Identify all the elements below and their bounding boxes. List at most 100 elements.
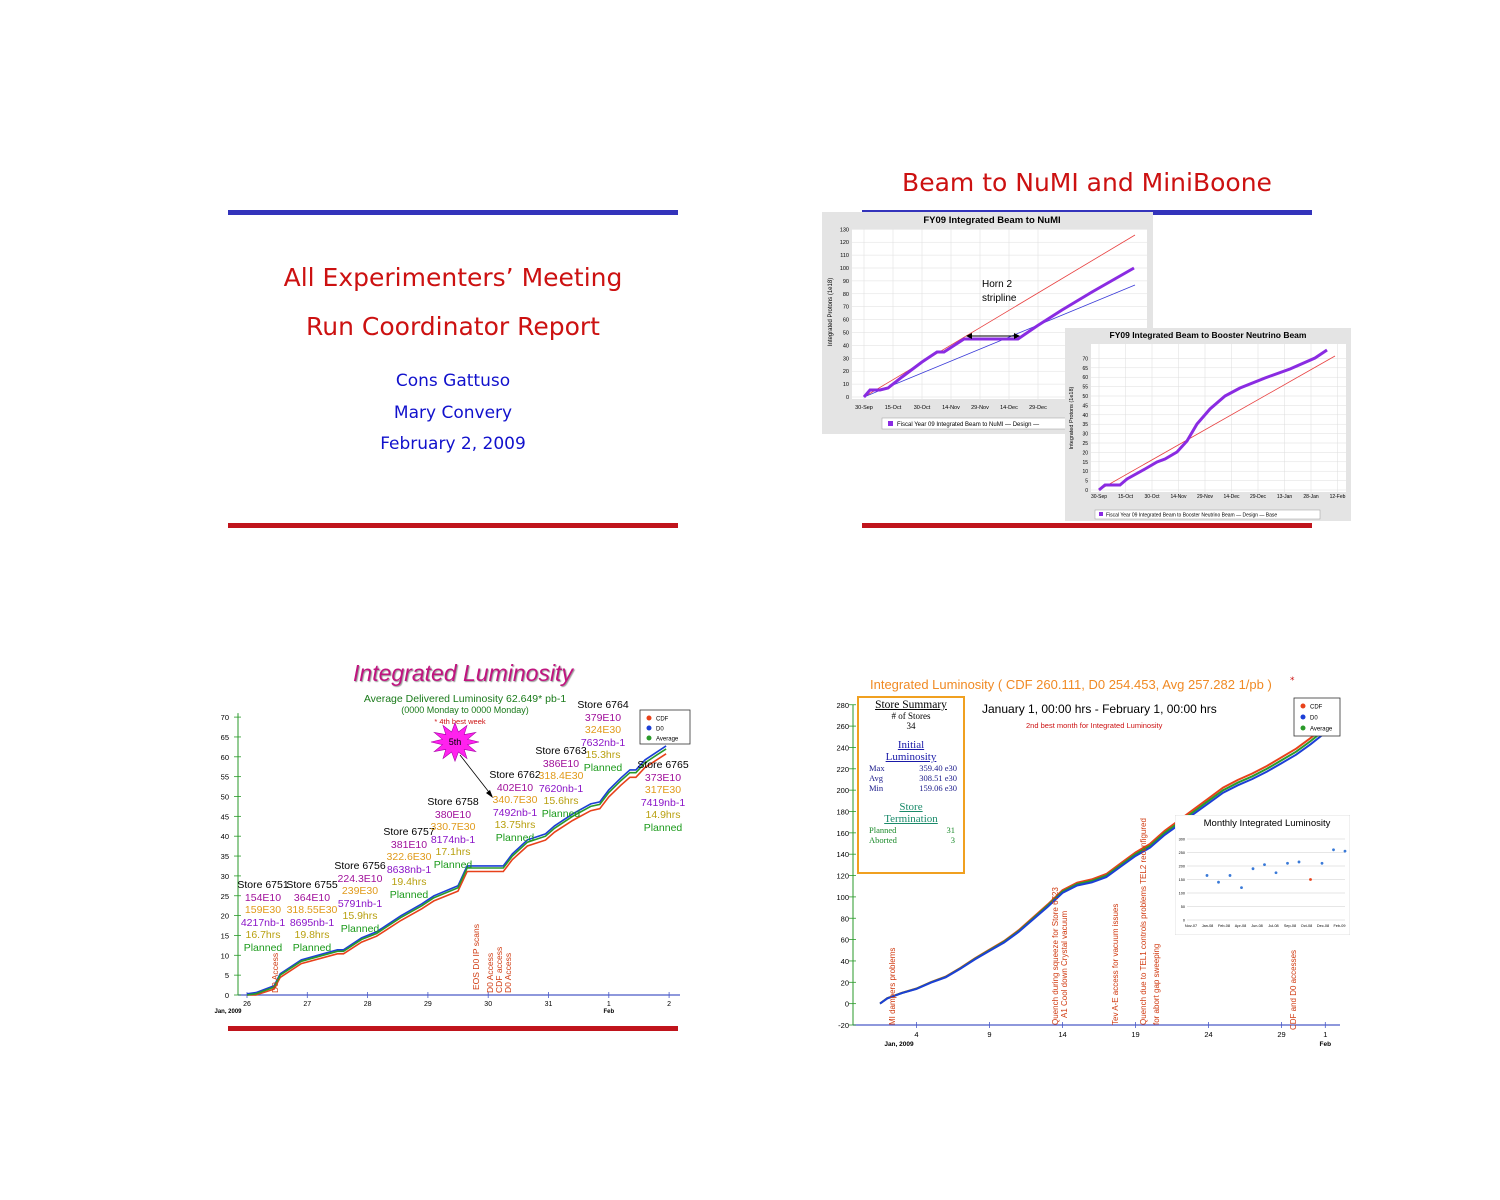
x-tick-label: Dec-08 <box>1317 924 1329 928</box>
store-l2: 322.6E30 <box>386 851 432 863</box>
x-tick-label: 30-Oct <box>914 405 931 411</box>
y-tick-label: 80 <box>841 914 849 923</box>
store-l4: 14.9hrs <box>645 809 681 821</box>
store-name: Store 6756 <box>334 860 386 872</box>
slide3-subtitle-2: (0000 Monday to 0000 Monday) <box>401 705 529 715</box>
x-tick-label: 14-Nov <box>942 405 960 411</box>
event-label: A1 Cool down Crystal vacuum <box>1060 910 1069 1018</box>
store-l4: 17.1hrs <box>435 846 471 858</box>
y-tick-label: 25 <box>1082 441 1088 447</box>
store-name: Store 6751 <box>237 879 289 891</box>
x-tick-label: Jan-08 <box>1202 924 1214 928</box>
x-tick-label: 9 <box>987 1030 991 1039</box>
y-tick-label: 55 <box>1082 385 1088 391</box>
y-tick-label: 0 <box>1085 488 1088 494</box>
num-stores-value: 34 <box>906 721 916 731</box>
store-l4: 19.4hrs <box>391 876 427 888</box>
y-tick-label: 5 <box>225 971 229 980</box>
store-l5: Planned <box>643 821 683 834</box>
y-tick-label: 70 <box>1082 356 1088 362</box>
y-tick-label: 20 <box>1082 450 1088 456</box>
x-tick-label: 1 <box>1323 1030 1327 1039</box>
author-1: Cons Gattuso <box>395 371 511 391</box>
date-range: January 1, 00:00 hrs - February 1, 00:00… <box>982 702 1217 716</box>
slide3-title: Integrated Luminosity <box>353 660 573 686</box>
store-annotation: Store 6757 381E10 322.6E30 8638nb-1 19.4hrs P… <box>374 826 444 901</box>
store-l4: 19.8hrs <box>294 929 330 941</box>
initial-lumi-row-value: 308.51 e30 <box>919 773 957 783</box>
week-legend-d0: D0 <box>656 727 664 733</box>
y-tick-label: 20 <box>841 978 849 987</box>
lumi-week-chart: 0 5 10 15 20 25 30 35 40 45 50 55 60 65 70 26 27 28 29 30 31… <box>214 709 691 1015</box>
num-stores-label: # of Stores <box>891 711 931 721</box>
store-l2: 324E30 <box>584 724 622 736</box>
event-label: D0 Access <box>270 952 280 993</box>
x-tick-label: 24 <box>1204 1030 1212 1039</box>
y-tick-label: 50 <box>1181 905 1185 909</box>
slide4-title: Integrated Luminosity ( CDF 260.111, D0 … <box>870 677 1272 692</box>
x-tick-label: 13-Jan <box>1277 494 1293 500</box>
store-l3: 4217nb-1 <box>240 916 286 929</box>
y-tick-label: 300 <box>1179 838 1185 842</box>
event-label: MI dampers problems <box>888 947 897 1025</box>
termination-row: Aborted 3 <box>859 835 963 845</box>
y-tick-label: 10 <box>1082 469 1088 475</box>
y-tick-label: 130 <box>840 227 849 233</box>
termination-row-label: Planned <box>869 825 897 835</box>
meeting-date: February 2, 2009 <box>380 434 526 454</box>
y-tick-label: 15 <box>221 931 229 940</box>
store-name: Store 6762 <box>489 769 541 781</box>
month-legend-cdf: CDF <box>1310 705 1323 711</box>
event-label: EOS D0 IP scans <box>471 924 481 990</box>
numi-base-line <box>863 284 1136 398</box>
x-tick-label: 31 <box>545 1001 553 1008</box>
bnb-y-ticks: 0 5 10 15 20 25 30 35 40 45 50 55 60 65 70 <box>1082 356 1088 494</box>
x-tick-label: 30-Oct <box>1144 494 1160 500</box>
x-tick-label: 19 <box>1131 1030 1139 1039</box>
monthly-point <box>1286 861 1289 865</box>
store-l5: Planned <box>541 807 581 820</box>
y-tick-label: 40 <box>1082 413 1088 419</box>
initial-lumi-row-label: Max <box>869 763 885 773</box>
y-tick-label: 100 <box>840 266 849 272</box>
bnb-x-ticks: 30-Sep 15-Oct 30-Oct 14-Nov 29-Nov 14-Dec 29-D… <box>1091 494 1346 500</box>
slide3-subtitle-1: Average Delivered Luminosity 62.649* pb-… <box>363 693 567 705</box>
y-tick-label: 10 <box>221 951 229 960</box>
x-tick-label: 15-Oct <box>885 405 902 411</box>
x-tick-label: 14-Dec <box>1223 494 1240 500</box>
x-tick-label: 14-Nov <box>1170 494 1187 500</box>
y-tick-label: 220 <box>836 765 849 774</box>
store-l4: 15.9hrs <box>342 910 378 922</box>
event-label: D0 Access <box>503 952 513 993</box>
star-pointer-arrow <box>459 754 493 797</box>
event-label: for abort gap sweeping <box>1152 943 1161 1025</box>
initial-lumi-row-value: 159.06 e30 <box>919 783 957 793</box>
termination-row-value: 3 <box>950 835 955 845</box>
store-l2: 239E30 <box>341 885 379 897</box>
x-tick-label: Jul-08 <box>1268 924 1278 928</box>
store-l5: Planned <box>292 941 332 954</box>
store-l3: 8638nb-1 <box>386 863 432 876</box>
store-l2: 330.7E30 <box>430 821 476 833</box>
store-name: Store 6765 <box>637 759 689 771</box>
y-tick-label: 50 <box>1082 394 1088 400</box>
termination-title-1: Store <box>899 801 923 813</box>
store-l2: 159E30 <box>244 904 282 916</box>
x-tick-label: 29 <box>424 1001 432 1008</box>
numi-annotation-1: Horn 2 <box>982 279 1012 290</box>
y-tick-label: 45 <box>1082 403 1088 409</box>
y-tick-label: 280 <box>836 701 849 710</box>
store-l2: 317E30 <box>644 784 682 796</box>
numi-legend: Fiscal Year 09 Integrated Beam to NuMI —… <box>897 422 1039 428</box>
x-tick-label: Apr-08 <box>1235 924 1246 928</box>
initial-lumi-row-label: Avg <box>869 773 884 783</box>
y-tick-label: 30 <box>1082 432 1088 438</box>
store-summary-title: Store Summary <box>875 699 947 711</box>
store-l3: 7632nb-1 <box>580 736 626 749</box>
initial-lumi-row: Avg 308.51 e30 <box>859 773 963 783</box>
month-legend-avg: Average <box>1310 727 1333 733</box>
bnb-chart-title: FY09 Integrated Beam to Booster Neutrino… <box>1110 330 1307 340</box>
bnb-ylabel: Integrated Protons (1e18) <box>1069 386 1075 449</box>
store-l1: 364E10 <box>293 891 331 904</box>
monthly-point <box>1343 849 1347 853</box>
